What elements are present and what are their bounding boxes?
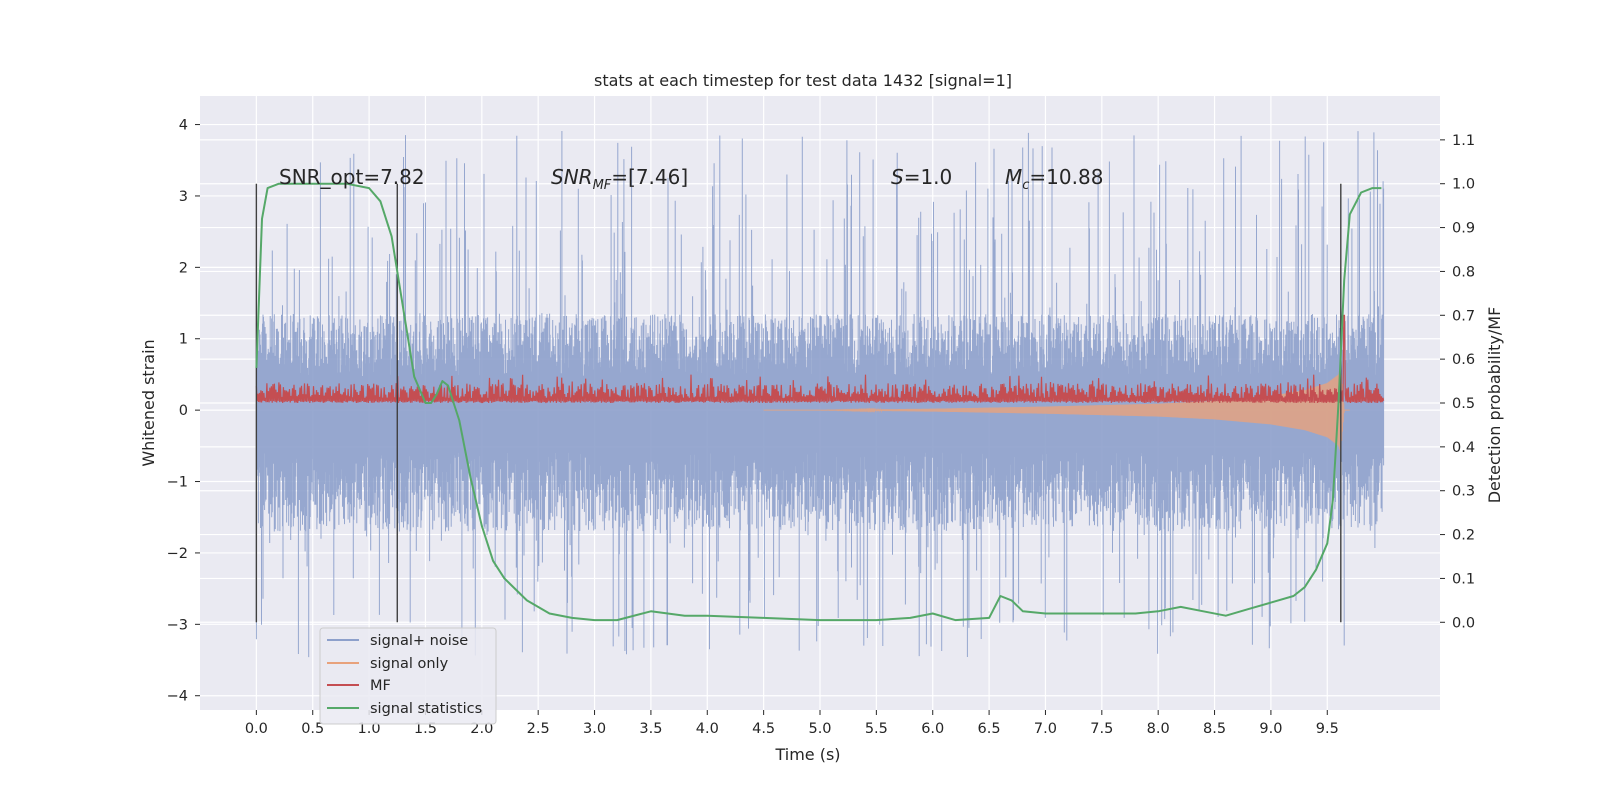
series-signal-statistics [255, 182, 1382, 622]
y-tick-label: 4 [179, 118, 188, 134]
legend: signal+ noise signal only MF signal stat… [319, 627, 497, 725]
y-right-tick-label: 0.4 [1452, 440, 1475, 456]
x-tick-label: 1.0 [358, 721, 381, 737]
legend-label-signal-only: signal only [370, 656, 449, 672]
x-tick-label: 7.5 [1090, 721, 1113, 737]
x-tick-label: 3.5 [639, 721, 662, 737]
y-tick-label: −1 [167, 475, 188, 491]
x-tick-label: 1.5 [414, 721, 437, 737]
y-right-tick-label: 0.9 [1452, 221, 1475, 237]
annotation-snr-mf-value: =[7.46] [611, 165, 688, 189]
x-tick-label: 0.5 [301, 721, 324, 737]
series-mf [255, 314, 1385, 404]
y-right-tick-label: 0.0 [1452, 615, 1475, 631]
annotation-mc-sub: c [1022, 178, 1029, 193]
annotations: SNR_opt=7.82 SNRMF=[7.46] S=1.0 Mc=10.88 [279, 165, 1103, 193]
annotation-mc: Mc=10.88 [1005, 165, 1103, 193]
annotation-snr-mf-prefix: SNR [551, 165, 593, 189]
y-right-tick-label: 0.6 [1452, 352, 1475, 368]
chart-title: stats at each timestep for test data 143… [594, 71, 1012, 90]
y-tick-label: 3 [179, 189, 188, 205]
legend-label-signal-noise: signal+ noise [370, 633, 468, 649]
annotation-s: S=1.0 [891, 165, 952, 189]
legend-box [319, 627, 497, 725]
y-right-tick-label: 1.0 [1452, 177, 1475, 193]
y-tick-label: −2 [167, 546, 188, 562]
x-tick-label: 3.0 [583, 721, 606, 737]
y-right-tick-label: 0.5 [1452, 396, 1475, 412]
x-tick-label: 6.5 [978, 721, 1001, 737]
y-tick-label: 2 [179, 260, 188, 276]
x-tick-label: 7.0 [1034, 721, 1057, 737]
x-tick-label: 2.0 [470, 721, 493, 737]
annotation-snr-mf-sub: MF [593, 178, 612, 193]
axes: 0.0 0.5 1.0 1.5 2.0 2.5 3.0 3.5 4.0 4.5 5.0 5.5 6.0 6… [167, 118, 1475, 737]
x-tick-label: 4.5 [752, 721, 775, 737]
x-tick-label: 9.5 [1316, 721, 1339, 737]
y-right-tick-label: 0.2 [1452, 528, 1475, 544]
y-tick-label: 1 [179, 332, 188, 348]
x-tick-label: 2.5 [527, 721, 550, 737]
data-traces [255, 131, 1385, 658]
x-tick-label: 5.5 [865, 721, 888, 737]
y-axis-label-right: Detection probability/MF [1485, 307, 1504, 504]
y-right-tick-label: 0.3 [1452, 484, 1475, 500]
annotation-mc-prefix: M [1005, 165, 1022, 189]
annotation-s-value: =1.0 [904, 165, 953, 189]
y-right-tick-label: 0.7 [1452, 308, 1475, 324]
x-tick-label: 8.0 [1147, 721, 1170, 737]
y-right-tick-label: 0.1 [1452, 571, 1475, 587]
x-tick-label: 9.0 [1259, 721, 1282, 737]
annotation-snr-mf: SNRMF=[7.46] [551, 165, 688, 193]
series-signal-only [763, 367, 1350, 452]
y-axis-label: Whitened strain [139, 339, 158, 466]
annotation-mc-value: =10.88 [1029, 165, 1103, 189]
y-tick-label: −3 [167, 617, 188, 633]
x-tick-label: 0.0 [245, 721, 268, 737]
x-axis-label: Time (s) [774, 745, 840, 764]
x-tick-label: 5.0 [808, 721, 831, 737]
y-tick-label: −4 [167, 689, 188, 705]
x-tick-label: 8.5 [1203, 721, 1226, 737]
legend-label-signal-statistics: signal statistics [370, 701, 482, 717]
y-right-tick-label: 1.1 [1452, 133, 1475, 149]
legend-label-mf: MF [370, 678, 391, 694]
x-tick-label: 4.0 [696, 721, 719, 737]
annotation-snr-opt: SNR_opt=7.82 [279, 165, 425, 189]
annotation-s-prefix: S [891, 165, 904, 189]
y-right-tick-label: 0.8 [1452, 264, 1475, 280]
y-tick-label: 0 [179, 403, 188, 419]
x-tick-label: 6.0 [921, 721, 944, 737]
